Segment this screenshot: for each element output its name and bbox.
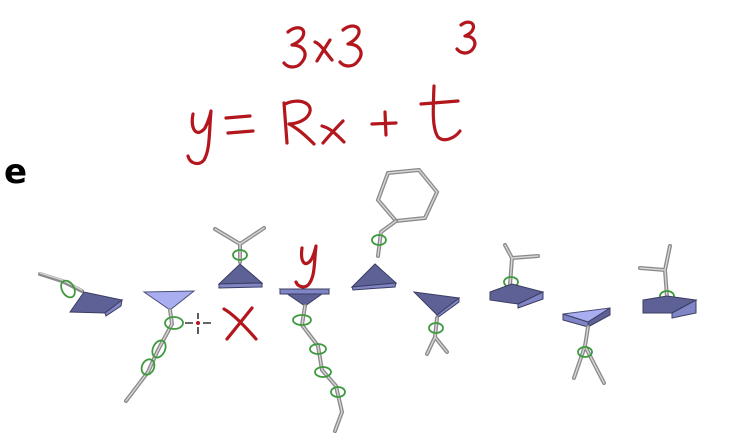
translation-dims-annotation [455, 20, 477, 55]
handwritten-equation [186, 20, 477, 166]
residue-frame-x [124, 290, 196, 403]
residue-frame [350, 167, 440, 291]
input-frame-label [222, 306, 258, 341]
residue-frame [638, 244, 698, 319]
residue-frame [213, 226, 266, 289]
residue-frame [489, 243, 545, 309]
residue-frame [412, 291, 461, 356]
residue-frame [562, 307, 611, 385]
rotation-dims-annotation [282, 24, 363, 69]
output-frame-label [294, 244, 318, 289]
panel-label: e [4, 152, 28, 192]
residue-frame-y [278, 288, 346, 433]
residue-frames [38, 167, 698, 433]
residue-frame [38, 272, 124, 317]
crosshair-cursor-icon [185, 313, 211, 334]
